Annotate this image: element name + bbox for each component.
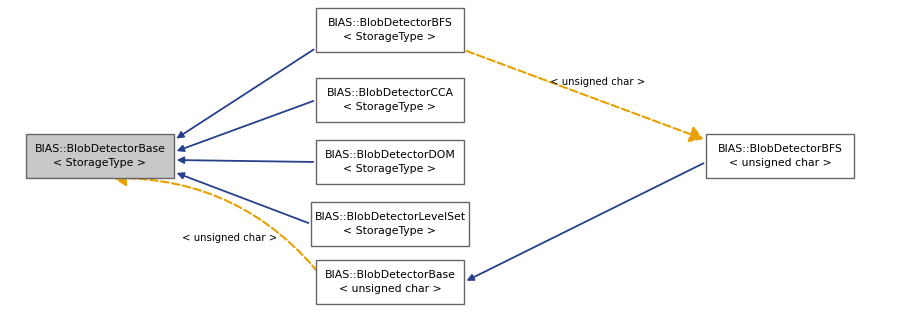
Bar bbox=[311, 202, 469, 246]
Bar bbox=[316, 140, 463, 184]
Text: BIAS::BlobDetectorBase
< unsigned char >: BIAS::BlobDetectorBase < unsigned char > bbox=[324, 271, 455, 294]
FancyArrowPatch shape bbox=[466, 51, 701, 141]
Text: BIAS::BlobDetectorCCA
< StorageType >: BIAS::BlobDetectorCCA < StorageType > bbox=[326, 88, 453, 112]
FancyArrowPatch shape bbox=[115, 171, 324, 280]
Bar bbox=[316, 260, 463, 304]
Text: BIAS::BlobDetectorBFS
< StorageType >: BIAS::BlobDetectorBFS < StorageType > bbox=[327, 18, 452, 41]
Bar bbox=[26, 134, 173, 178]
Text: < unsigned char >: < unsigned char > bbox=[550, 77, 645, 87]
Text: BIAS::BlobDetectorLevelSet
< StorageType >: BIAS::BlobDetectorLevelSet < StorageType… bbox=[314, 212, 465, 236]
Text: BIAS::BlobDetectorBFS
< unsigned char >: BIAS::BlobDetectorBFS < unsigned char > bbox=[717, 144, 842, 168]
Bar bbox=[316, 8, 463, 52]
Bar bbox=[705, 134, 853, 178]
Text: BIAS::BlobDetectorDOM
< StorageType >: BIAS::BlobDetectorDOM < StorageType > bbox=[324, 150, 455, 173]
Text: < unsigned char >: < unsigned char > bbox=[182, 233, 277, 243]
Bar bbox=[316, 78, 463, 122]
Text: BIAS::BlobDetectorBase
< StorageType >: BIAS::BlobDetectorBase < StorageType > bbox=[34, 144, 165, 168]
